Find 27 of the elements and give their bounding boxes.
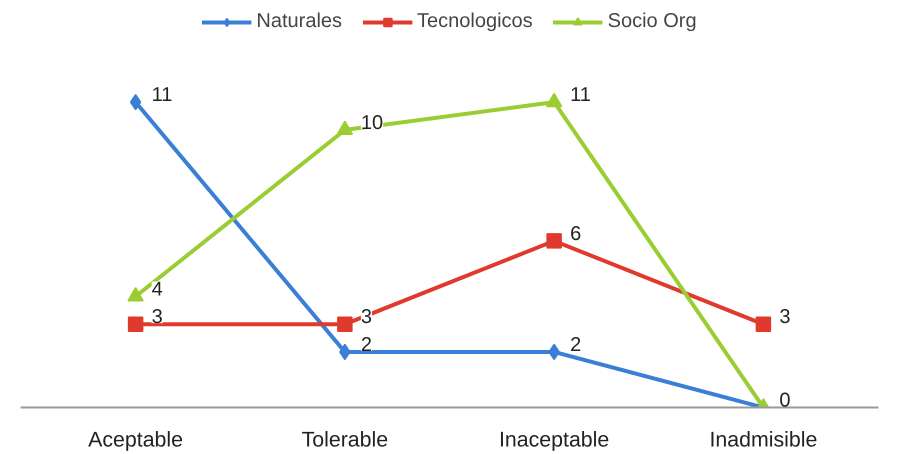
point: [336, 120, 354, 135]
data-label: 11: [570, 84, 591, 106]
data-label: 3: [779, 306, 791, 328]
point: [546, 92, 562, 108]
data-label: 0: [779, 390, 791, 412]
data-label: 10: [360, 112, 384, 134]
point: [548, 344, 560, 360]
point: [337, 316, 353, 332]
data-label: 6: [570, 222, 582, 245]
x-tick-label: Tolerable: [302, 428, 388, 452]
data-label: 2: [360, 334, 372, 356]
x-tick-label: Inadmisible: [709, 428, 818, 452]
legend-label: Tecnologicos: [417, 10, 533, 33]
data-label: 3: [152, 306, 163, 328]
legend-label: Naturales: [256, 10, 342, 33]
x-tick-label: Aceptable: [88, 428, 184, 452]
data-label: 11: [152, 84, 172, 106]
data-label: 3: [360, 306, 372, 328]
point: [756, 316, 772, 332]
point: [546, 233, 562, 249]
point: [339, 344, 351, 360]
data-label: 2: [570, 334, 582, 356]
x-tick-label: Inaceptable: [498, 428, 610, 452]
point: [127, 287, 144, 302]
legend-label: Socio Org: [608, 10, 697, 33]
point: [128, 316, 144, 332]
data-label: 4: [152, 278, 163, 300]
